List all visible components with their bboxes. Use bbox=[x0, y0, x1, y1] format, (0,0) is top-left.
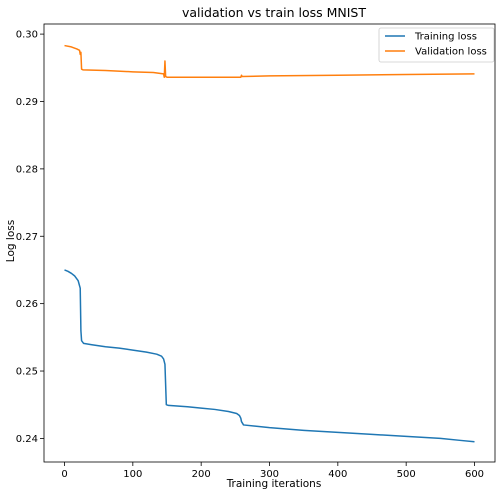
series-line-validation-loss bbox=[64, 44, 475, 78]
y-tick-label: 0.30 bbox=[16, 30, 38, 41]
x-tick-label: 100 bbox=[123, 469, 142, 480]
plot-frame bbox=[43, 23, 496, 463]
y-axis-label: Log loss bbox=[5, 220, 17, 262]
x-tick-label: 400 bbox=[328, 469, 347, 480]
legend-box bbox=[378, 27, 495, 63]
legend-label-training: Training loss bbox=[414, 32, 477, 43]
x-tick-label: 200 bbox=[192, 469, 211, 480]
x-tick-label: 0 bbox=[61, 469, 67, 480]
y-tick-label: 0.29 bbox=[16, 97, 38, 108]
chart-title: validation vs train loss MNIST bbox=[182, 5, 366, 20]
x-tick-label: 600 bbox=[465, 469, 484, 480]
x-tick-label: 300 bbox=[260, 469, 279, 480]
legend-label-validation: Validation loss bbox=[415, 47, 487, 58]
y-tick-label: 0.28 bbox=[16, 164, 38, 175]
series-line-training-loss bbox=[64, 269, 475, 443]
y-tick-label: 0.25 bbox=[16, 367, 38, 378]
plot-area bbox=[64, 44, 475, 443]
x-axis-label: Training iterations bbox=[226, 478, 322, 490]
legend: Training loss Validation loss bbox=[378, 27, 495, 63]
y-tick-label: 0.26 bbox=[16, 299, 38, 310]
y-tick-label: 0.24 bbox=[16, 434, 38, 445]
x-tick-label: 500 bbox=[397, 469, 416, 480]
axes: 0 100 200 300 400 500 600 0.24 0.25 0.26 0.27 0.28 0… bbox=[16, 23, 496, 480]
y-tick-label: 0.27 bbox=[16, 232, 38, 243]
